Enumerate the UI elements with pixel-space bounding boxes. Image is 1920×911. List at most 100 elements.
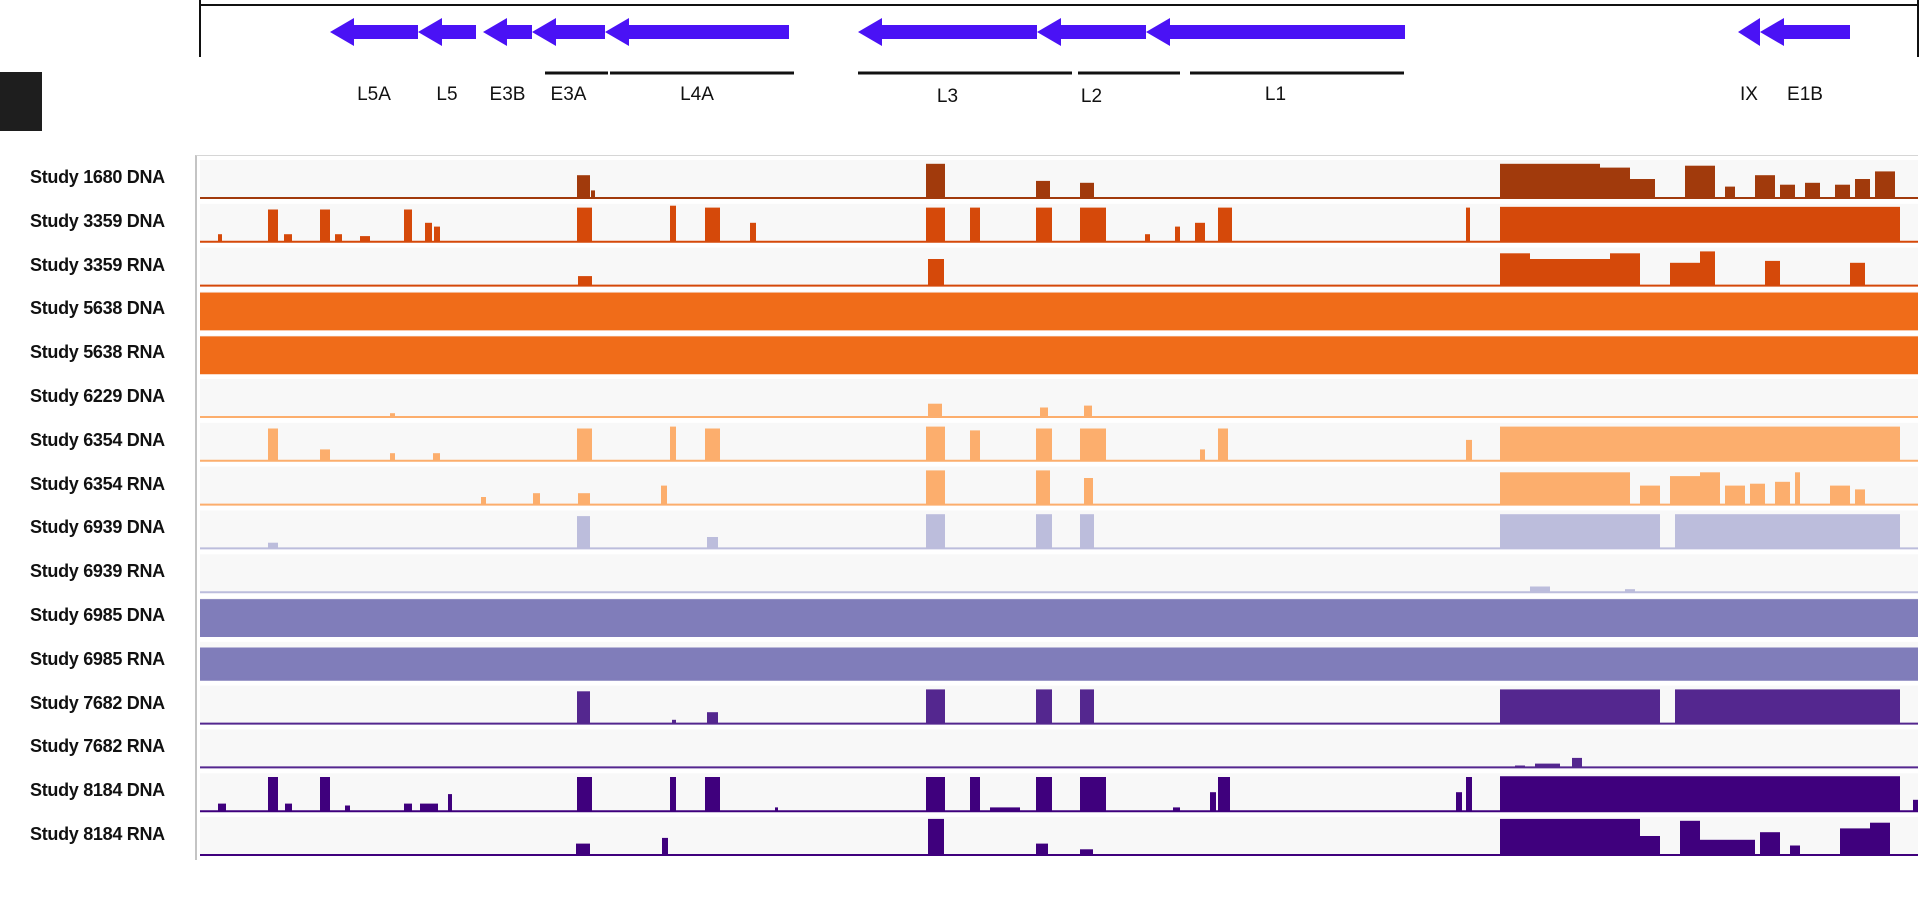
gene-arrow-l5[interactable] [418,18,476,46]
gene-label-l1: L1 [1264,84,1287,105]
gene-arrow-l3[interactable] [858,18,1037,46]
coverage-peak [285,803,292,812]
coverage-peak [1670,476,1700,505]
coverage-peak [926,207,945,242]
coverage-peak [404,209,412,242]
coverage-peak [218,234,222,242]
coverage-peak [1036,689,1052,724]
coverage-peak [1725,485,1745,505]
gene-arrow-l4a[interactable] [605,18,789,46]
coverage-peak [1855,179,1870,198]
track-label: Study 8184 DNA [30,780,165,801]
coverage-peak [360,236,370,242]
track-background [200,685,1918,724]
coverage-peak [1630,179,1655,198]
track-background [200,554,1918,593]
coverage-peak [1210,792,1216,812]
coverage-peak [284,234,292,242]
gene-arrow-e1b[interactable] [1760,18,1850,46]
coverage-peak [577,691,590,724]
gene-arrow-e3b[interactable] [483,18,532,46]
track-label: Study 3359 RNA [30,254,165,275]
coverage-peak [1700,251,1715,286]
gene-arrow-ix[interactable] [1738,18,1760,46]
coverage-peak [1466,207,1470,242]
coverage-peak [670,426,676,461]
track-label: Study 8184 RNA [30,824,165,844]
coverage-peak [433,453,440,461]
track-label: Study 6939 DNA [30,517,165,538]
gene-label-l5a: L5A [357,84,391,105]
coverage-peak [1675,514,1900,549]
coverage-peak [1685,165,1715,198]
coverage-peak [926,163,945,198]
coverage-peak [577,777,592,812]
coverage-peak [1036,207,1052,242]
side-panel-toggle[interactable] [0,72,42,131]
coverage-peak [533,493,540,505]
coverage-peak [577,207,592,242]
coverage-peak [320,209,330,242]
track-label: Study 6354 DNA [30,429,165,450]
coverage-peak [1080,428,1106,461]
gene-annotation-track [199,0,1919,75]
coverage-peak [1675,689,1900,724]
coverage-peak [662,837,668,855]
coverage-peak [578,493,590,505]
coverage-peak [1640,836,1660,855]
coverage-fill [200,336,1918,374]
coverage-peak [268,542,278,549]
coverage-peak [1520,163,1600,198]
coverage-peak [1218,428,1228,461]
gene-label-e3b: E3B [489,84,526,105]
coverage-peak [1835,184,1850,198]
gene-arrow-l5a[interactable] [330,18,418,46]
coverage-peak [670,777,676,812]
coverage-peak [1084,405,1092,417]
coverage-fill [200,647,1918,680]
coverage-peak [1200,449,1205,461]
coverage-peak [705,428,720,461]
coverage-track-frame [195,155,1918,860]
coverage-peak [320,449,330,461]
coverage-peak [1500,472,1600,505]
coverage-peak [1036,514,1052,549]
coverage-peak [1572,757,1582,768]
coverage-peak [928,259,944,286]
coverage-peak [1790,845,1800,855]
coverage-peak [1500,514,1660,549]
coverage-peak [1500,426,1900,461]
coverage-peak [481,497,486,505]
coverage-peak [1080,777,1106,812]
track-background [200,729,1918,768]
track-label: Study 7682 DNA [30,692,165,713]
coverage-peak [425,222,432,242]
track-label: Study 6985 RNA [30,648,165,669]
coverage-peak [1040,407,1048,417]
coverage-peak [1500,206,1900,242]
coverage-peak [928,818,944,855]
coverage-peak [926,514,945,549]
coverage-peak [1775,481,1790,505]
coverage-peak [577,516,590,549]
track-label: Study 6985 DNA [30,605,165,625]
coverage-fill [200,599,1918,636]
coverage-peak [1080,514,1094,549]
coverage-peak [1680,820,1700,855]
coverage-peak [345,805,350,812]
coverage-peak [1760,832,1780,855]
coverage-peak [970,777,980,812]
coverage-peak [578,276,592,286]
track-background [200,817,1918,855]
coverage-peak [1780,184,1795,198]
gene-arrow-l2[interactable] [1037,18,1146,46]
coverage-peak [434,226,440,242]
coverage-peak [926,426,945,461]
coverage-peak [1625,589,1635,593]
coverage-peak [970,430,980,461]
coverage-peak [1500,776,1900,812]
gene-arrow-e3a[interactable] [532,18,605,46]
track-label: Study 5638 DNA [30,298,165,319]
coverage-peak [1500,163,1520,198]
gene-arrow-l1[interactable] [1146,18,1405,46]
